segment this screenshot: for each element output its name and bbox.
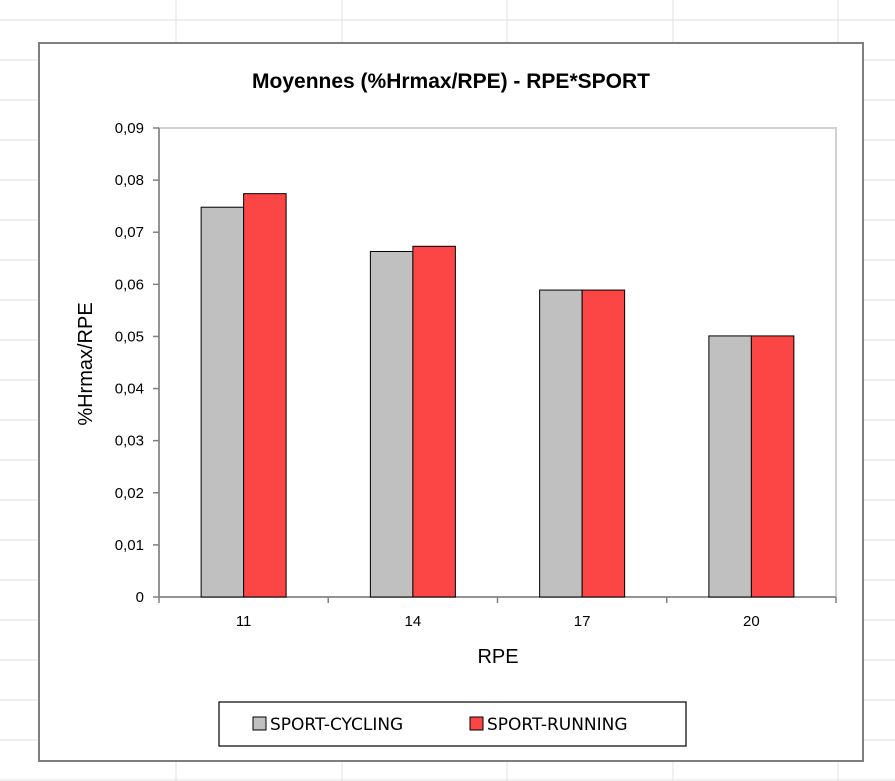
y-tick-label: 0,06 xyxy=(115,276,144,293)
bar-running xyxy=(244,194,287,597)
y-tick-label: 0,03 xyxy=(115,433,144,450)
bar-chart: Moyennes (%Hrmax/RPE) - RPE*SPORT 00,010… xyxy=(40,44,862,760)
legend[interactable]: SPORT-CYCLING SPORT-RUNNING xyxy=(219,702,686,746)
legend-swatch-running xyxy=(470,717,483,730)
y-tick-label: 0,02 xyxy=(115,485,144,502)
x-tick-label: 17 xyxy=(574,613,591,630)
x-tick-label: 14 xyxy=(405,613,422,630)
legend-label-running: SPORT-RUNNING xyxy=(487,715,628,735)
legend-label-cycling: SPORT-CYCLING xyxy=(270,715,403,735)
x-tick-label: 20 xyxy=(743,613,760,630)
x-tick-label: 11 xyxy=(236,613,252,630)
y-axis-title: %Hrmax/RPE xyxy=(75,302,97,425)
bar-cycling xyxy=(201,207,244,597)
y-tick-label: 0,01 xyxy=(115,537,144,554)
bar-running xyxy=(751,336,794,597)
chart-title: Moyennes (%Hrmax/RPE) - RPE*SPORT xyxy=(252,70,650,93)
bar-running xyxy=(582,290,625,597)
bar-running xyxy=(413,246,456,597)
y-tick-label: 0,08 xyxy=(115,172,144,189)
chart-container[interactable]: Moyennes (%Hrmax/RPE) - RPE*SPORT 0 0,01 0… xyxy=(38,42,864,762)
bar-cycling xyxy=(370,252,413,597)
bar-cycling xyxy=(540,290,583,597)
x-axis-title: RPE xyxy=(477,646,518,668)
plot-area: 0 0,01 0,02 0,03 0,04 0,05 0,06 0,07 0,08 0,09 11 1… xyxy=(115,120,836,630)
legend-swatch-cycling xyxy=(253,717,266,730)
y-tick-label: 0,05 xyxy=(115,328,144,345)
y-tick-label: 0,07 xyxy=(115,224,144,241)
bar-cycling xyxy=(709,336,752,597)
y-tick-label: 0,09 xyxy=(115,120,144,137)
y-tick-label: 0,04 xyxy=(115,381,144,398)
y-tick-label: 0 xyxy=(136,589,144,606)
